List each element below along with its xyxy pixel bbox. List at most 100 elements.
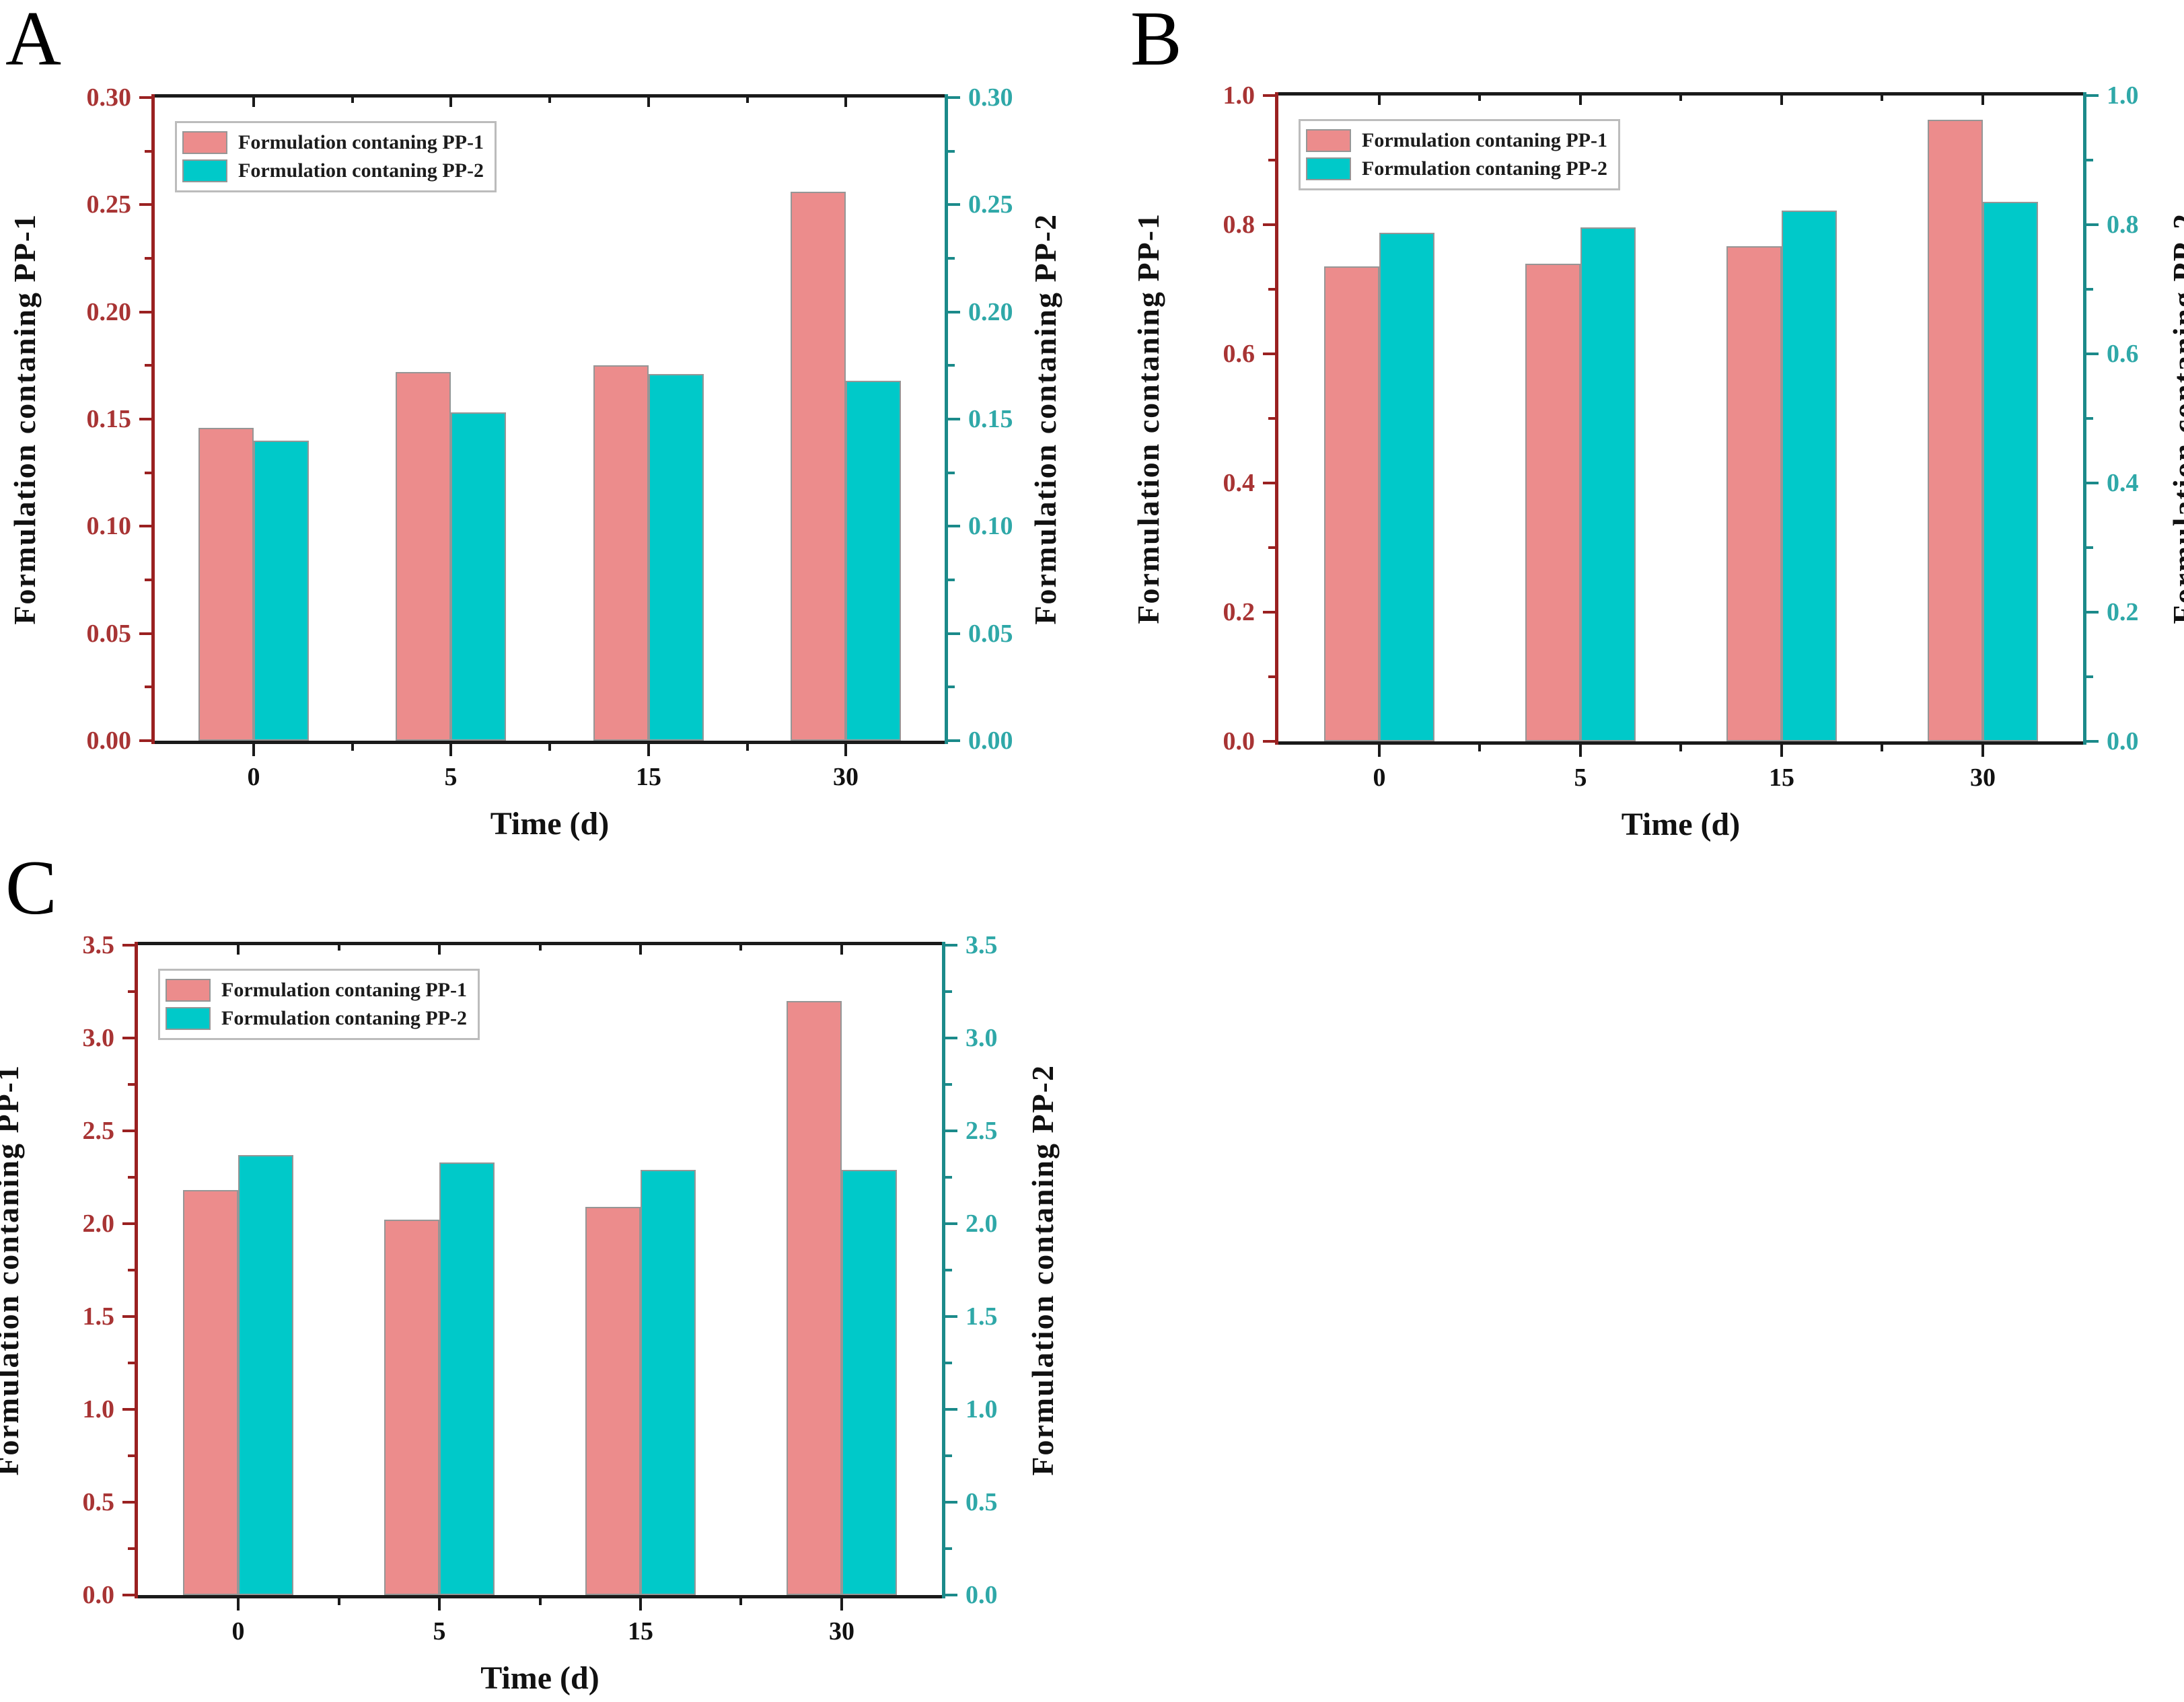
right-axis-major-tick — [948, 203, 960, 206]
left-axis-tick-label: 0.8 — [1223, 211, 1255, 239]
legend-swatch-pp2 — [1306, 157, 1351, 180]
left-axis-tick-label: 3.5 — [82, 931, 115, 959]
right-axis-major-tick — [2086, 740, 2099, 743]
left-axis-tick-label: 0.2 — [1223, 598, 1255, 626]
right-axis-tick-label: 0.25 — [968, 190, 1013, 219]
right-axis-major-tick — [2086, 223, 2099, 226]
bar-pp1-t5 — [1525, 264, 1580, 741]
top-axis-major-tick — [647, 98, 650, 107]
left-axis-title-box: Formulation contaning PP-1 — [0, 945, 25, 1595]
right-axis-major-tick — [948, 311, 960, 313]
right-axis-line — [2083, 92, 2086, 745]
bottom-axis-minor-tick — [351, 744, 354, 751]
x-tick-label: 0 — [1373, 764, 1386, 792]
top-axis-minor-tick — [1478, 96, 1481, 101]
top-axis-major-tick — [840, 945, 843, 955]
bar-pp1-t30 — [791, 192, 846, 741]
right-axis-minor-tick — [945, 1269, 952, 1271]
x-axis-title: Time (d) — [1621, 807, 1741, 842]
left-axis-major-tick — [122, 1501, 135, 1504]
top-axis-major-tick — [438, 945, 441, 955]
top-axis-major-tick — [639, 945, 642, 955]
bottom-axis-major-tick — [840, 1598, 843, 1611]
legend-swatch-pp1 — [1306, 129, 1351, 152]
x-tick-label: 30 — [829, 1617, 854, 1645]
right-axis-tick-label: 0.05 — [968, 620, 1013, 648]
bar-pp2-t30 — [842, 1170, 897, 1595]
left-axis-major-tick — [1263, 740, 1275, 743]
left-axis-title: Formulation contaning PP-1 — [0, 1064, 25, 1476]
right-axis-minor-tick — [2086, 159, 2093, 161]
right-axis-major-tick — [945, 1408, 957, 1411]
right-axis-minor-tick — [948, 472, 955, 474]
bar-pp2-t15 — [649, 374, 704, 741]
left-axis-major-tick — [122, 944, 135, 947]
bottom-axis-major-tick — [438, 1598, 441, 1611]
right-axis-title-box: Formulation contaning PP-2 — [1025, 945, 1060, 1595]
x-tick-label: 30 — [833, 763, 859, 791]
bar-pp2-t15 — [1782, 211, 1837, 741]
legend-entry-label: Formulation contaning PP-1 — [238, 131, 484, 153]
bar-pp2-t30 — [846, 381, 901, 741]
left-axis-minor-tick — [1268, 288, 1275, 291]
panel-letter-b: B — [1130, 0, 1182, 81]
bar-pp1-t15 — [593, 365, 649, 741]
right-axis-major-tick — [945, 1501, 957, 1504]
bottom-axis-minor-tick — [739, 1598, 742, 1605]
right-axis-tick-label: 0.5 — [966, 1488, 998, 1516]
legend-entry-label: Formulation contaning PP-2 — [238, 159, 484, 182]
left-axis-minor-tick — [128, 1362, 135, 1364]
plot-area: 0.0 0.0 0.2 0.2 0.4 0.4 0.6 0.6 0.8 0.8 1.0 1.0 0 5 15… — [1131, 83, 2184, 841]
right-axis-major-tick — [945, 1222, 957, 1225]
right-axis-minor-tick — [945, 990, 952, 993]
left-axis-tick-label: 0.15 — [86, 405, 132, 433]
left-axis-major-tick — [122, 1408, 135, 1411]
left-axis-tick-label: 0.20 — [86, 298, 132, 326]
left-axis-major-tick — [1263, 353, 1275, 355]
right-axis-tick-label: 3.0 — [966, 1024, 998, 1052]
left-axis-major-tick — [1263, 223, 1275, 226]
top-axis-major-tick — [252, 98, 255, 107]
left-axis-line — [1275, 92, 1278, 745]
x-tick-label: 15 — [1769, 764, 1794, 792]
left-axis-line — [135, 942, 138, 1598]
bar-pp2-t0 — [238, 1155, 293, 1595]
bottom-axis-minor-tick — [1679, 745, 1682, 751]
bottom-axis-minor-tick — [338, 1598, 340, 1605]
x-tick-label: 5 — [1574, 764, 1587, 792]
top-axis-major-tick — [844, 98, 847, 107]
legend: Formulation contaning PP-1 Formulation co… — [158, 969, 480, 1040]
top-axis-minor-tick — [548, 98, 551, 103]
right-axis-minor-tick — [945, 1176, 952, 1179]
bottom-axis-minor-tick — [1478, 745, 1481, 751]
right-axis-tick-label: 0.15 — [968, 405, 1013, 433]
bottom-axis-major-tick — [639, 1598, 642, 1611]
left-axis-minor-tick — [145, 257, 151, 260]
legend: Formulation contaning PP-1 Formulation co… — [1299, 119, 1620, 190]
bar-pp2-t15 — [641, 1170, 696, 1595]
top-axis-major-tick — [1981, 96, 1984, 105]
right-axis-major-tick — [945, 1594, 957, 1596]
right-axis-title: Formulation contaning PP-2 — [1027, 213, 1062, 625]
right-axis-tick-label: 1.0 — [2107, 81, 2139, 110]
right-axis-tick-label: 0.6 — [2107, 340, 2139, 368]
right-axis-minor-tick — [948, 257, 955, 260]
bottom-axis-minor-tick — [1881, 745, 1883, 751]
bar-pp2-t5 — [1580, 227, 1636, 741]
top-axis-major-tick — [449, 98, 452, 107]
right-axis-major-tick — [948, 632, 960, 635]
bar-pp2-t30 — [1983, 202, 2038, 741]
left-axis-tick-label: 0.0 — [1223, 727, 1255, 755]
right-axis-tick-label: 0.00 — [968, 727, 1013, 755]
right-axis-tick-label: 0.4 — [2107, 469, 2139, 497]
left-axis-major-tick — [139, 96, 151, 99]
right-axis-major-tick — [948, 96, 960, 99]
left-axis-tick-label: 0.05 — [86, 620, 132, 648]
right-axis-tick-label: 0.0 — [2107, 727, 2139, 755]
left-axis-title: Formulation contaning PP-1 — [7, 213, 42, 625]
bottom-axis-line — [135, 1595, 945, 1598]
left-axis-major-tick — [122, 1037, 135, 1039]
right-axis-major-tick — [2086, 353, 2099, 355]
right-axis-tick-label: 0.30 — [968, 83, 1013, 112]
legend-entry: Formulation contaning PP-2 — [166, 1004, 467, 1033]
